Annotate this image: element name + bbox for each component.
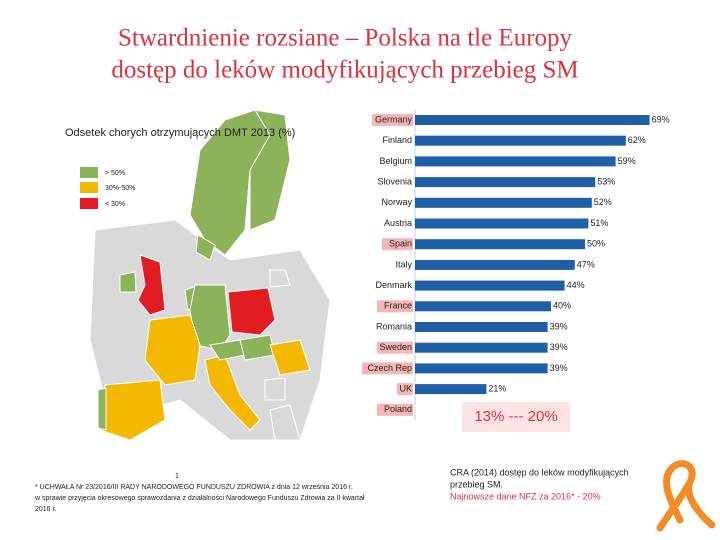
- value-label: 39%: [550, 363, 568, 373]
- label-highlight: [397, 383, 413, 396]
- bar: [415, 259, 575, 270]
- value-label: 44%: [567, 280, 585, 290]
- bar: [415, 177, 596, 188]
- bar: [415, 342, 548, 353]
- bar: [415, 280, 565, 291]
- value-label: 59%: [618, 156, 636, 166]
- value-label: 39%: [550, 321, 568, 331]
- footnote: * UCHWAŁA Nr 23/2016/III RADY NARODOWEGO…: [35, 484, 353, 491]
- bar: [415, 135, 626, 146]
- y-tick-label: Czech Rep: [367, 363, 412, 373]
- value-label: 39%: [550, 342, 568, 352]
- value-label: 21%: [488, 383, 506, 393]
- value-label: 53%: [597, 176, 615, 186]
- bar: [415, 239, 585, 250]
- value-label: 62%: [628, 135, 646, 145]
- value-label: 69%: [652, 114, 670, 124]
- y-tick-label: Romania: [376, 321, 412, 331]
- legend-label: > 50%: [105, 170, 125, 177]
- bar: [415, 197, 592, 208]
- label-highlight: [377, 403, 413, 416]
- y-tick-label: Finland: [382, 135, 412, 145]
- value-label: 52%: [594, 197, 612, 207]
- y-tick-label: Belgium: [379, 156, 412, 166]
- y-tick-label: UK: [399, 383, 412, 393]
- value-label: 40%: [553, 301, 571, 311]
- y-tick-label: Italy: [395, 259, 412, 269]
- footnote-number: 1: [175, 473, 179, 480]
- bar: [415, 115, 650, 125]
- bar: [415, 363, 548, 374]
- source: przebieg SM.: [450, 479, 503, 489]
- value-label: 47%: [577, 259, 595, 269]
- y-tick-label: Austria: [384, 218, 412, 228]
- source-note: Najnowsze dane NFZ za 2016* - 20%: [450, 491, 601, 501]
- ribbon-logo: [656, 460, 716, 532]
- legend-label: 30%-50%: [105, 185, 135, 192]
- y-tick-label: France: [384, 301, 412, 311]
- chart-title: dostęp do leków modyfikujących przebieg …: [111, 57, 578, 84]
- legend-swatch: [80, 198, 98, 209]
- label-highlight: [377, 341, 413, 354]
- y-tick-label: Denmark: [375, 280, 412, 290]
- source: CRA (2014) dostęp do leków modyfikującyc…: [450, 467, 629, 477]
- y-tick-label: Germany: [375, 114, 413, 124]
- label-highlight: [377, 300, 413, 313]
- annotation: 13% --- 20%: [474, 408, 557, 425]
- label-highlight: [382, 238, 413, 251]
- label-highlight: [362, 362, 413, 375]
- bar: [415, 218, 589, 229]
- legend-swatch: [80, 167, 98, 178]
- legend-label: < 30%: [105, 201, 125, 208]
- chart-title: Stwardnienie rozsiane – Polska na tle Eu…: [118, 25, 573, 52]
- annotation-box: [462, 402, 570, 432]
- y-tick-label: Poland: [384, 404, 412, 414]
- legend-swatch: [80, 182, 98, 193]
- bar: [415, 156, 616, 167]
- footnote: 2016 r.: [35, 506, 56, 513]
- bar: [415, 322, 548, 332]
- bar: [415, 384, 487, 395]
- bar: [415, 301, 551, 312]
- y-tick-label: Norway: [381, 197, 412, 207]
- europe-map: [89, 109, 331, 441]
- map-title: Odsetek chorych otrzymujących DMT 2013 (…: [65, 127, 295, 139]
- y-tick-label: Slovenia: [377, 176, 412, 186]
- y-tick-label: Spain: [389, 239, 412, 249]
- footnote: w sprawie przyjęcia okresowego sprawozda…: [34, 495, 365, 502]
- value-label: 50%: [587, 239, 605, 249]
- label-highlight: [372, 114, 413, 126]
- value-label: 51%: [590, 218, 608, 228]
- y-tick-label: Sweden: [379, 342, 412, 352]
